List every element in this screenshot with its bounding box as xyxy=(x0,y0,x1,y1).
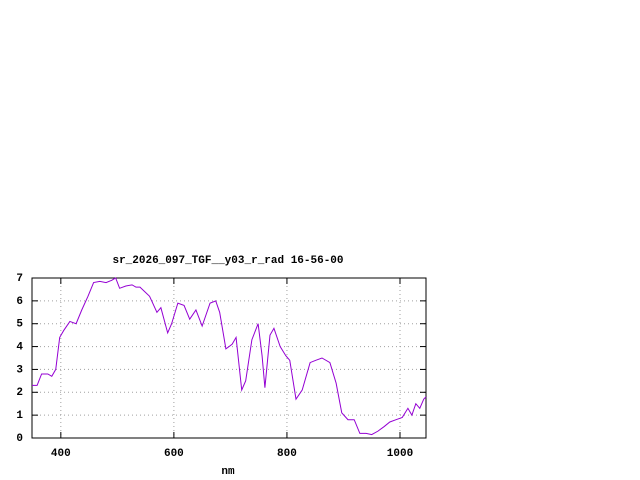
plot-border xyxy=(31,277,427,439)
data-line xyxy=(32,277,427,436)
x-axis-label: nm xyxy=(221,466,235,478)
y-tick-label: 7 xyxy=(16,273,23,285)
y-tick-label: 6 xyxy=(16,296,23,308)
y-tick-label: 3 xyxy=(16,364,23,376)
y-tick-label: 2 xyxy=(16,387,23,399)
x-tick-label: 600 xyxy=(164,448,184,460)
y-tick-label: 1 xyxy=(16,410,23,422)
chart-title: sr_2026_097_TGF__y03_r_rad 16-56-00 xyxy=(112,255,343,267)
y-tick-label: 5 xyxy=(16,319,23,331)
x-tick-label: 800 xyxy=(277,448,297,460)
x-tick-label: 400 xyxy=(51,448,71,460)
x-tick-label: 1000 xyxy=(387,448,413,460)
y-tick-label: 4 xyxy=(16,341,23,353)
y-tick-label: 0 xyxy=(16,433,23,445)
